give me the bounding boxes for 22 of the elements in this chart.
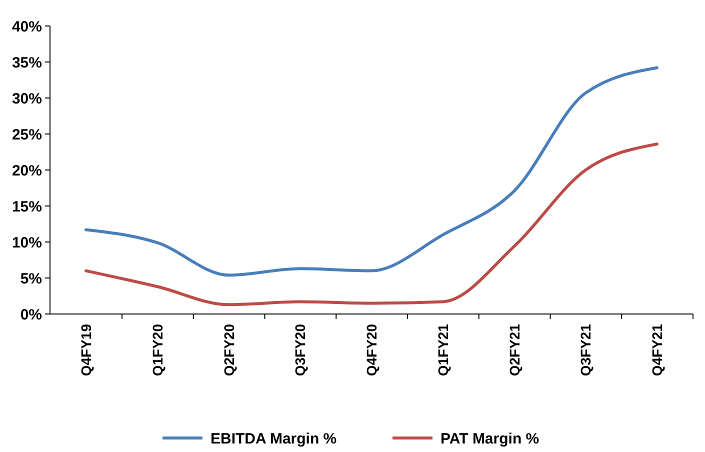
y-tick-label: 40% xyxy=(12,18,42,36)
line-series xyxy=(84,66,658,277)
y-tick-label: 0% xyxy=(20,306,42,324)
x-tick-label: Q3FY21 xyxy=(578,324,594,376)
legend-label: EBITDA Margin % xyxy=(210,430,337,448)
x-tick-label: Q3FY20 xyxy=(292,324,308,376)
y-tick-label: 10% xyxy=(12,234,42,252)
y-tick-label: 20% xyxy=(12,162,42,180)
legend-label: PAT Margin % xyxy=(440,430,540,448)
x-tick-label: Q2FY21 xyxy=(506,324,522,376)
y-tick-label: 35% xyxy=(12,54,42,72)
y-tick-label: 15% xyxy=(12,198,42,216)
x-tick-label: Q4FY21 xyxy=(649,324,665,376)
y-tick-label: 5% xyxy=(20,270,42,288)
x-tick-label: Q2FY20 xyxy=(220,324,237,376)
line-series xyxy=(84,142,658,306)
x-tick-label: Q4FY20 xyxy=(364,324,380,376)
x-tick-label: Q1FY20 xyxy=(149,324,166,376)
x-tick-label: Q4FY19 xyxy=(78,324,94,376)
y-tick-label: 25% xyxy=(12,126,42,144)
y-tick-label: 30% xyxy=(12,90,42,108)
x-tick-label: Q1FY21 xyxy=(434,324,451,376)
